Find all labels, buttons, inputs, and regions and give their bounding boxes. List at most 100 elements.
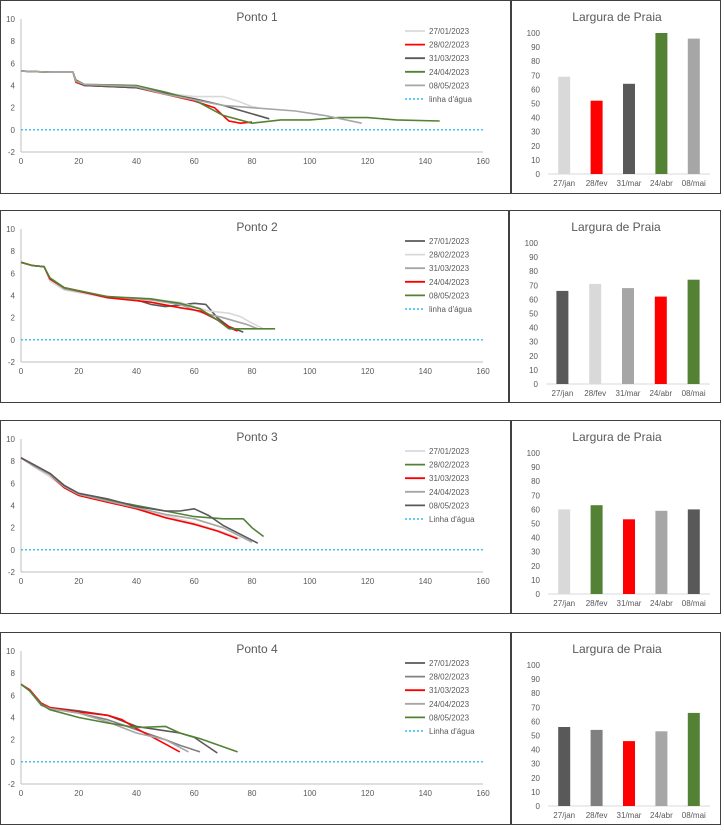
y-tick-label: 20 — [529, 352, 538, 361]
x-tick-label: 120 — [361, 367, 375, 376]
x-tick-label: 28/fev — [584, 389, 606, 398]
x-tick-label: 08/mai — [682, 389, 706, 398]
x-tick-label: 100 — [303, 367, 317, 376]
x-tick-label: 27/jan — [553, 179, 575, 188]
x-tick-label: 80 — [248, 367, 257, 376]
y-tick-label: 70 — [531, 703, 540, 712]
legend-label-water: Linha d'água — [429, 727, 475, 736]
x-tick-label: 0 — [19, 367, 24, 376]
legend-label: 08/05/2023 — [429, 713, 470, 722]
y-tick-label: 40 — [531, 114, 540, 123]
legend-label: 28/02/2023 — [429, 251, 470, 260]
x-tick-label: 08/mai — [682, 811, 706, 820]
y-tick-label: -2 — [8, 780, 16, 789]
y-tick-label: 20 — [531, 562, 540, 571]
beach-width-chart-4: Largura de Praia 0 10 20 30 40 50 60 70 80 90 100 27… — [511, 632, 721, 825]
chart-title: Largura de Praia — [571, 220, 661, 234]
y-tick-label: 30 — [529, 338, 538, 347]
bar — [590, 100, 603, 174]
y-tick-label: 10 — [6, 225, 15, 234]
x-tick-label: 100 — [303, 157, 317, 166]
x-tick-label: 40 — [132, 367, 141, 376]
y-tick-label: 20 — [531, 774, 540, 783]
y-tick-label: 70 — [531, 491, 540, 500]
y-tick-label: 60 — [531, 85, 540, 94]
bar — [623, 83, 635, 174]
x-tick-label: 28/fev — [586, 599, 608, 608]
x-tick-label: 160 — [476, 157, 490, 166]
series-line — [20, 683, 189, 753]
x-tick-label: 80 — [248, 577, 257, 586]
profile-chart-ponto-4: Ponto 4 -2 0 2 4 6 8 10 0 20 40 60 80 100 120 140 160 27/… — [0, 632, 511, 825]
x-tick-label: 60 — [190, 577, 199, 586]
x-tick-label: 100 — [303, 789, 317, 798]
legend-label: 27/01/2023 — [429, 27, 470, 36]
x-tick-label: 24/abr — [650, 599, 673, 608]
chart-title: Ponto 1 — [236, 10, 278, 24]
y-tick-label: 2 — [11, 524, 16, 533]
x-tick-label: 120 — [361, 577, 375, 586]
x-tick-label: 31/mar — [617, 179, 642, 188]
series-line — [20, 261, 259, 330]
x-tick-label: 60 — [190, 157, 199, 166]
bar — [623, 741, 635, 806]
x-tick-label: 80 — [248, 789, 257, 798]
beach-width-chart-1: Largura de Praia 0 10 20 30 40 50 60 70 80 90 100 27… — [511, 0, 721, 194]
x-tick-label: 08/mai — [682, 179, 706, 188]
x-tick-label: 140 — [419, 789, 433, 798]
x-tick-label: 160 — [476, 367, 490, 376]
series-line — [20, 70, 270, 120]
legend-label: 31/03/2023 — [429, 686, 470, 695]
x-tick-label: 27/jan — [553, 811, 575, 820]
y-tick-label: 10 — [6, 647, 15, 656]
bar — [655, 33, 668, 174]
y-tick-label: 90 — [531, 463, 540, 472]
x-tick-label: 40 — [132, 577, 141, 586]
y-tick-label: 50 — [531, 520, 540, 529]
y-tick-label: 50 — [531, 732, 540, 741]
beach-width-chart-2: Largura de Praia 0 10 20 30 40 50 60 70 80 90 100 27… — [509, 210, 721, 403]
x-tick-label: 140 — [419, 367, 433, 376]
y-tick-label: 6 — [11, 691, 16, 700]
x-tick-label: 24/abr — [650, 811, 673, 820]
y-tick-label: 10 — [529, 366, 538, 375]
y-tick-label: 100 — [527, 661, 541, 670]
legend-label: 08/05/2023 — [429, 291, 470, 300]
series-line — [20, 70, 258, 109]
y-tick-label: 100 — [527, 29, 541, 38]
y-tick-label: 4 — [11, 502, 16, 511]
x-tick-label: 0 — [19, 157, 24, 166]
profile-chart-ponto-2: Ponto 2 -2 0 2 4 6 8 10 0 20 40 60 80 100 120 140 160 27/… — [0, 210, 509, 403]
x-tick-label: 40 — [132, 157, 141, 166]
x-tick-label: 160 — [476, 789, 490, 798]
y-tick-label: 4 — [11, 292, 16, 301]
chart-title: Largura de Praia — [572, 10, 662, 24]
legend-label: 27/01/2023 — [429, 659, 470, 668]
chart-title: Ponto 2 — [236, 220, 278, 234]
series-line — [20, 261, 276, 330]
y-tick-label: 90 — [531, 43, 540, 52]
y-tick-label: 0 — [11, 758, 16, 767]
x-tick-label: 100 — [303, 577, 317, 586]
series-line — [20, 683, 238, 753]
y-tick-label: 0 — [11, 546, 16, 555]
y-tick-label: 0 — [11, 336, 16, 345]
y-tick-label: 6 — [11, 479, 16, 488]
x-tick-label: 140 — [419, 577, 433, 586]
x-tick-label: 120 — [361, 789, 375, 798]
chart-title: Ponto 4 — [236, 642, 278, 656]
y-tick-label: 10 — [6, 435, 15, 444]
x-tick-label: 160 — [476, 577, 490, 586]
y-tick-label: 90 — [531, 675, 540, 684]
series-line — [20, 457, 253, 543]
bar — [556, 290, 569, 384]
y-tick-label: 40 — [529, 324, 538, 333]
bar-chart-svg: Largura de Praia 0 10 20 30 40 50 60 70 80 90 100 27… — [525, 220, 710, 398]
x-tick-label: 120 — [361, 157, 375, 166]
y-tick-label: 8 — [11, 457, 16, 466]
y-tick-label: 10 — [531, 788, 540, 797]
y-tick-label: 30 — [531, 760, 540, 769]
y-tick-label: 20 — [531, 142, 540, 151]
